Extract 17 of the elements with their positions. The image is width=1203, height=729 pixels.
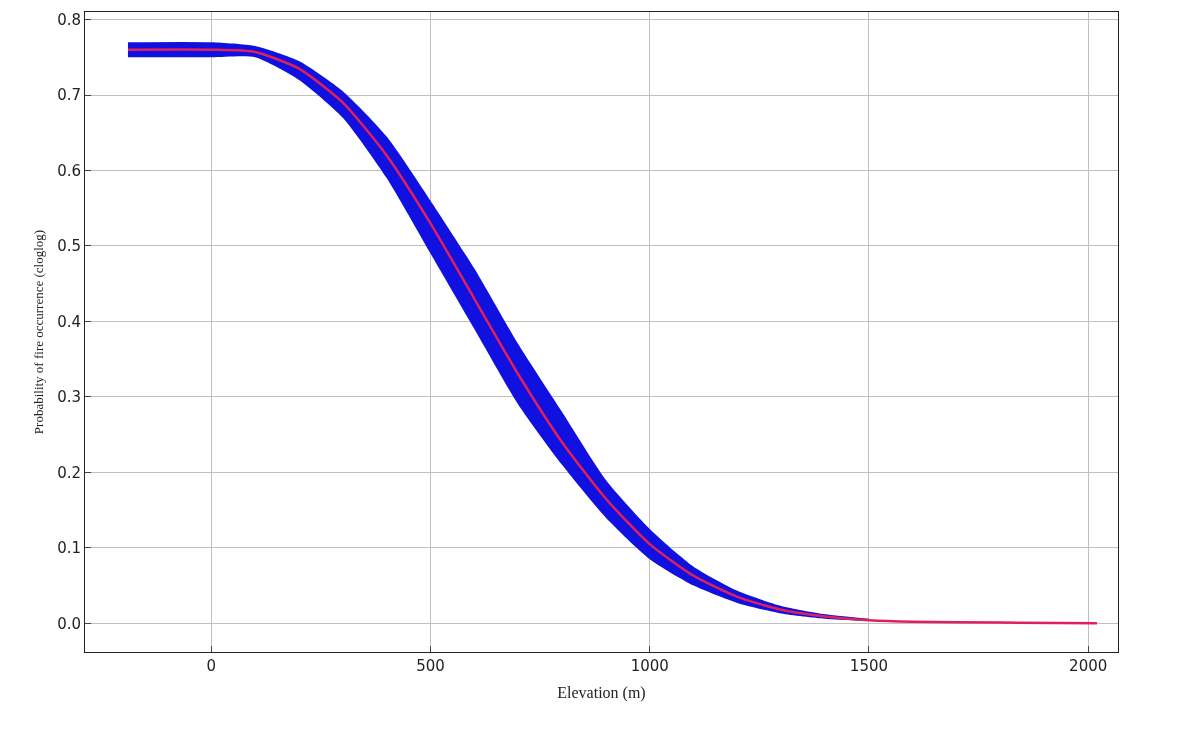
y-tick-label: 0.2: [57, 463, 81, 482]
x-tick-label: 1500: [849, 657, 889, 675]
y-tick-label: 0.8: [57, 10, 81, 29]
line-series: [126, 48, 1099, 625]
y-tick-label: 0.1: [57, 539, 81, 558]
x-axis-title: Elevation (m): [557, 683, 646, 702]
x-tick-label: 500: [416, 657, 445, 675]
y-tick-label: 0.6: [57, 161, 81, 180]
x-tick-label: 2000: [1069, 657, 1108, 675]
y-axis-title: Probability of fire occurrence (cloglog): [31, 229, 47, 435]
x-tick-label: 0: [206, 657, 217, 675]
y-tick-label: 0.5: [57, 237, 81, 256]
x-tick-label: 1000: [630, 657, 669, 675]
y-tick-label: 0.7: [57, 86, 81, 105]
y-tick-label: 0.3: [57, 388, 81, 407]
y-tick-label: 0.0: [57, 614, 81, 633]
y-tick-label: 0.4: [57, 312, 81, 331]
